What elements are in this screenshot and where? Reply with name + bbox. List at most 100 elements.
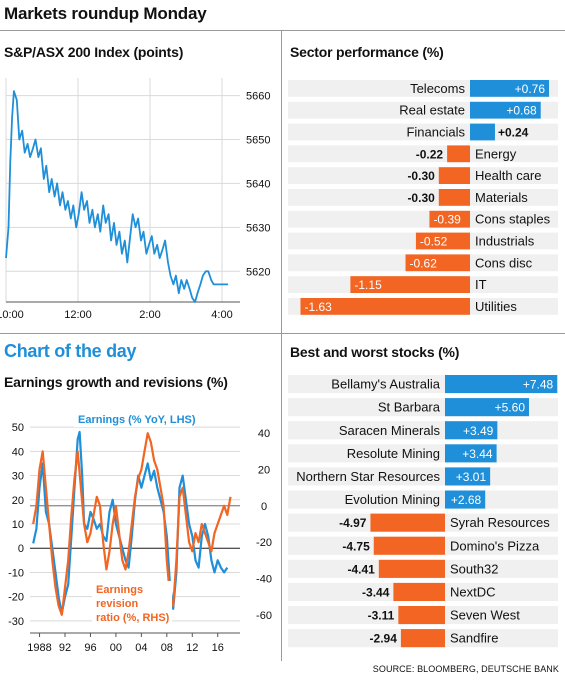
asx-x-tick-label: 4:00 xyxy=(211,309,232,321)
earn-right-tick-label: 20 xyxy=(258,465,270,477)
stocks-bar-chart: Bellamy's Australia +7.48 St Barbara +5.60 S… xyxy=(288,375,558,648)
bar xyxy=(470,101,541,119)
sector-chart-title: Sector performance (%) xyxy=(290,44,444,60)
earnings-growth-line xyxy=(32,430,229,615)
earnings-revision-annotation: ratio (%, RHS) xyxy=(96,612,170,624)
earn-left-tick-label: 10 xyxy=(12,519,24,531)
bar xyxy=(350,276,470,293)
earn-x-tick-label: 08 xyxy=(161,642,173,654)
bar-category-label: Northern Star Resources xyxy=(296,469,440,484)
earn-right-tick-label: -60 xyxy=(256,610,272,622)
earnings-growth-annotation: Earnings (% YoY, LHS) xyxy=(78,414,196,426)
bar-category-label: South32 xyxy=(450,561,498,576)
bar-value-label: -3.11 xyxy=(368,609,395,623)
earn-right-tick-label: 40 xyxy=(258,428,270,440)
top-vertical-divider xyxy=(281,30,282,333)
bar-value-label: +3.49 xyxy=(463,424,494,438)
earn-x-tick-label: 04 xyxy=(135,642,147,654)
earn-x-tick-label: 1988 xyxy=(27,642,51,654)
bar-value-label: -4.41 xyxy=(347,562,375,576)
bar-row-band xyxy=(288,210,558,228)
bar xyxy=(445,421,498,440)
bar-category-label: Financials xyxy=(406,125,465,140)
bar-row-band xyxy=(288,145,558,163)
bar xyxy=(438,189,470,206)
bar-value-label: +5.60 xyxy=(495,401,526,415)
bar-value-label: -0.52 xyxy=(420,235,448,249)
earn-x-tick-label: 92 xyxy=(59,642,71,654)
bar-row-band xyxy=(288,490,558,509)
bar-category-label: Cons staples xyxy=(475,212,551,227)
bar-category-label: Bellamy's Australia xyxy=(331,377,440,392)
asx-y-tick-label: 5650 xyxy=(246,134,270,146)
bar-category-label: Health care xyxy=(475,168,541,183)
bar-value-label: -1.63 xyxy=(304,300,332,314)
bar xyxy=(470,80,550,97)
bar-value-label: -1.15 xyxy=(354,278,382,292)
asx-line-chart: 5620 5630 5640 5650 5660 10:00 12:00 2:00 4:00 xyxy=(0,78,270,321)
earn-right-tick-label: -20 xyxy=(256,537,272,549)
bar-row-band xyxy=(288,467,558,486)
bar xyxy=(445,444,497,463)
earn-x-tick-label: 96 xyxy=(84,642,96,654)
bar xyxy=(445,490,486,509)
bar-value-label: -3.44 xyxy=(362,585,390,599)
earn-right-tick-label: 0 xyxy=(261,501,267,513)
bar-value-label: +3.01 xyxy=(456,470,487,484)
bar-category-label: NextDC xyxy=(450,584,496,599)
bar-value-label: +3.44 xyxy=(462,447,493,461)
bar-category-label: St Barbara xyxy=(378,400,441,415)
bar-category-label: IT xyxy=(475,277,487,292)
asx-index-line xyxy=(5,90,229,303)
source-note: SOURCE: BLOOMBERG, DEUTSCHE BANK xyxy=(372,664,559,674)
bar xyxy=(429,210,470,228)
bar-value-label: -0.62 xyxy=(410,256,438,270)
earn-left-tick-label: 30 xyxy=(12,471,24,483)
earn-left-tick-label: 0 xyxy=(18,543,24,555)
bar-category-label: Domino's Pizza xyxy=(450,538,540,553)
earn-left-tick-label: -20 xyxy=(8,592,24,604)
bar xyxy=(445,375,558,394)
bar xyxy=(445,467,491,486)
bar-category-label: Industrials xyxy=(475,234,535,249)
bar-value-label: +7.48 xyxy=(523,378,554,392)
bar-value-label: -4.97 xyxy=(339,516,367,530)
bar xyxy=(398,606,445,625)
bar xyxy=(405,254,470,272)
bar-category-label: Sandfire xyxy=(450,631,498,646)
earn-left-tick-label: 50 xyxy=(12,422,24,434)
asx-y-tick-label: 5620 xyxy=(246,266,270,278)
bar xyxy=(300,298,470,315)
bar-category-label: Syrah Resources xyxy=(450,515,550,530)
bar-value-label: +0.76 xyxy=(515,82,546,96)
asx-chart-title: S&P/ASX 200 Index (points) xyxy=(4,44,184,60)
asx-y-tick-label: 5660 xyxy=(246,91,270,103)
bottom-vertical-divider xyxy=(281,333,282,661)
bar-category-label: Materials xyxy=(475,190,528,205)
bar-category-label: Saracen Minerals xyxy=(339,423,441,438)
asx-y-tick-label: 5630 xyxy=(246,222,270,234)
bar-value-label: -0.30 xyxy=(407,191,435,205)
sector-bar-chart: Telecoms +0.76 Real estate +0.68 Financials +… xyxy=(288,80,558,315)
earn-x-tick-label: 12 xyxy=(186,642,198,654)
bar xyxy=(438,167,470,184)
earnings-chart-title: Earnings growth and revisions (%) xyxy=(4,374,228,390)
bar-category-label: Telecoms xyxy=(410,81,465,96)
earnings-revision-annotation: revision xyxy=(96,598,138,610)
earn-left-tick-label: 40 xyxy=(12,446,24,458)
bar xyxy=(400,629,445,648)
bar xyxy=(393,582,445,601)
asx-x-tick-label: 2:00 xyxy=(139,309,160,321)
earn-left-tick-label: -10 xyxy=(8,567,24,579)
bar xyxy=(373,536,445,555)
middle-divider xyxy=(0,333,565,334)
bar-category-label: Resolute Mining xyxy=(347,446,440,461)
bar-value-label: -0.39 xyxy=(433,213,461,227)
bar-value-label: -2.94 xyxy=(370,632,398,646)
bar-category-label: Cons disc xyxy=(475,255,533,270)
bar-category-label: Energy xyxy=(475,146,517,161)
bar xyxy=(447,145,470,163)
earn-annotation-bg xyxy=(92,581,172,627)
stocks-chart-title: Best and worst stocks (%) xyxy=(290,344,460,360)
bar xyxy=(370,513,445,532)
